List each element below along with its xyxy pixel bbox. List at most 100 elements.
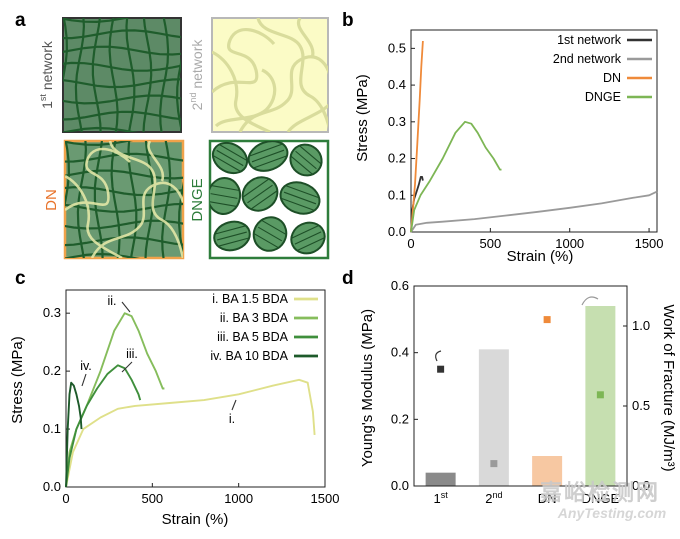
plot-frame	[413, 285, 628, 487]
granule-mesh-line	[290, 156, 313, 175]
granule-mesh-line	[257, 226, 283, 242]
mesh-horizontal-line	[63, 126, 139, 132]
y-tick-label: 0.2	[388, 151, 406, 166]
series-line	[65, 378, 316, 488]
y-tick-label: 0.0	[388, 224, 406, 239]
x-tick-label: 1500	[311, 491, 340, 506]
granule-mesh-line	[253, 155, 287, 169]
y-tick-label: 0.0	[43, 479, 61, 494]
panel-c-ylabel: Stress (MPa)	[9, 336, 26, 424]
tile-label-dn: DN	[43, 189, 60, 211]
panel-d-ylabel-right: Work of Fracture (MJ/m³)	[660, 304, 677, 471]
watermark: 嘉峪检测网 AnyTesting.com	[540, 480, 666, 521]
series-annotation: ii.	[107, 294, 116, 308]
granule-mesh-line	[283, 191, 317, 205]
mesh-horizontal-line	[63, 29, 181, 40]
legend-label: 1st network	[557, 33, 622, 47]
panel-letter-a: a	[15, 10, 26, 31]
axis-hint-arrow	[435, 350, 442, 362]
legend-label: i. BA 1.5 BDA	[212, 292, 288, 306]
x-tick-label: 500	[141, 491, 163, 506]
series-line	[410, 190, 658, 233]
granule-mesh-line	[299, 145, 322, 164]
granule-mesh-line	[254, 233, 279, 248]
mesh-vertical-line	[65, 141, 71, 209]
mesh-horizontal-line	[65, 186, 183, 197]
tile-label-first-network: 1st network	[38, 40, 55, 109]
dnge-granules	[210, 141, 326, 255]
panel-c-chart: 0 500 1000 1500 0.0 0.1 0.2 0.3 i. BA 1.5 BDA ii.…	[43, 289, 340, 506]
panel-b-xlabel: Strain (%)	[507, 248, 574, 265]
granule-mesh-line	[295, 150, 317, 170]
fracture-marker	[596, 391, 604, 399]
mesh-vertical-line	[63, 18, 69, 84]
category-label: 2nd	[485, 490, 502, 506]
mesh-vertical-line	[74, 18, 86, 132]
granule-mesh-line	[251, 190, 277, 210]
granule-mesh-line	[215, 225, 246, 235]
mesh-vertical-line	[175, 57, 181, 132]
x-tick-label: 1000	[555, 236, 584, 251]
granule-mesh-line	[211, 185, 239, 191]
granule-mesh-line	[294, 231, 322, 245]
modulus-bar	[425, 472, 456, 486]
category-label: DN	[538, 491, 557, 506]
mesh-horizontal-line	[65, 141, 134, 147]
granule-mesh-line	[291, 225, 319, 239]
granule-mesh-line	[286, 185, 319, 198]
y-tick-label-left: 0.4	[391, 345, 409, 360]
plot-frame	[410, 29, 658, 233]
granule-mesh-line	[216, 149, 244, 167]
y-tick-label-left: 0.2	[391, 411, 409, 426]
series-annotation: iv.	[80, 359, 92, 373]
y-tick-label-left: 0.0	[391, 478, 409, 493]
mesh-horizontal-line	[63, 18, 132, 24]
mesh-horizontal-line	[63, 110, 181, 121]
tile-label-dnge: DNGE	[189, 178, 206, 221]
plot-frame	[65, 289, 326, 488]
x-tick-label: 1500	[635, 236, 664, 251]
mesh-horizontal-line	[65, 169, 183, 180]
granule-mesh-line	[218, 237, 249, 247]
x-tick-label: 1000	[224, 491, 253, 506]
granule-mesh-line	[281, 198, 314, 211]
mesh-vertical-line	[125, 18, 136, 132]
granule-mesh-line	[210, 201, 237, 207]
category-label: 1st	[434, 490, 449, 506]
y-tick-label: 0.2	[43, 363, 61, 378]
legend-label: iii. BA 5 BDA	[217, 330, 289, 344]
mesh-vertical-line	[110, 141, 121, 258]
panel-letter-d: d	[342, 268, 354, 289]
series-line	[65, 381, 83, 488]
panel-b-ylabel: Stress (MPa)	[354, 74, 371, 162]
y-tick-label-right: 0.0	[632, 478, 650, 493]
mesh-horizontal-line	[63, 61, 181, 72]
x-tick-label: 500	[480, 236, 502, 251]
y-tick-label: 0.3	[388, 114, 406, 129]
mesh-horizontal-line	[65, 252, 141, 258]
first-network-mesh	[63, 18, 181, 132]
series-line	[410, 40, 424, 233]
mesh-horizontal-line	[63, 45, 181, 56]
granule-mesh-line	[261, 220, 286, 235]
mesh-vertical-line	[142, 18, 153, 132]
panel-b-chart: 0 500 1000 1500 0.0 0.1 0.2 0.3 0.4 0.5 1st networ…	[388, 29, 664, 251]
granule-mesh-line	[251, 149, 285, 163]
y-tick-label: 0.4	[388, 77, 406, 92]
panel-a-schematic: 1st network 2nd network DN DNGE	[38, 17, 330, 260]
mesh-horizontal-line	[63, 94, 181, 105]
panel-d-ylabel-left: Young's Modulus (MPa)	[359, 309, 376, 467]
tile-label-second-network: 2nd network	[188, 39, 205, 111]
series-line	[65, 364, 142, 488]
axis-hint-arrow	[581, 296, 599, 306]
mesh-vertical-line	[76, 141, 88, 258]
fracture-marker	[490, 460, 498, 468]
series-annotation: iii.	[126, 347, 138, 361]
granule-mesh-line	[217, 231, 247, 241]
legend-label: 2nd network	[553, 52, 622, 66]
panel-letter-c: c	[15, 268, 26, 289]
fracture-marker	[543, 316, 551, 324]
annotation-arrow	[121, 301, 131, 313]
y-tick-label: 0.1	[388, 187, 406, 202]
